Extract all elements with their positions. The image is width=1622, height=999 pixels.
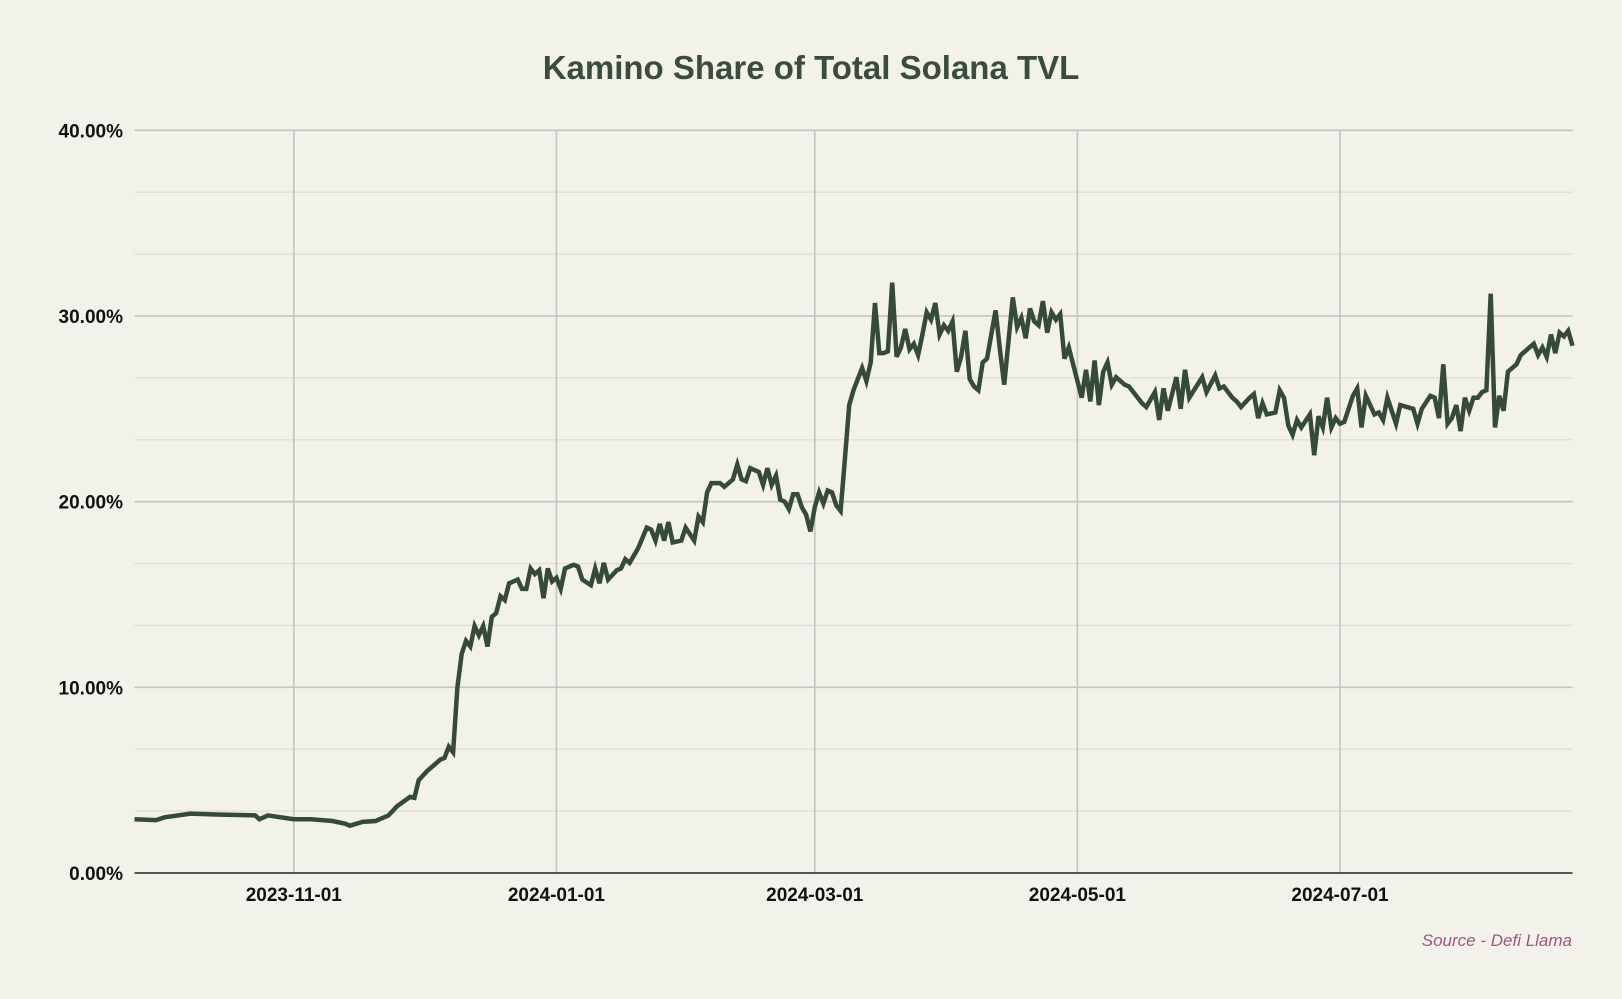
y-axis-ticks: 0.00% 10.00% 20.00% 30.00% 40.00% [59, 121, 124, 885]
x-axis-ticks: 2023-11-01 2024-01-01 2024-03-01 2024-05-01… [246, 885, 1389, 906]
source-note: Source - Defi Llama [1422, 931, 1572, 950]
gridlines [134, 129, 1573, 873]
x-tick-label: 2024-03-01 [766, 885, 864, 906]
series-line [134, 282, 1575, 829]
x-tick-label: 2023-11-01 [246, 885, 343, 906]
y-tick-label: 0.00% [69, 864, 123, 885]
x-tick-label: 2024-07-01 [1291, 885, 1389, 906]
y-tick-label: 30.00% [59, 307, 124, 328]
chart-title: Kamino Share of Total Solana TVL [543, 49, 1080, 86]
y-tick-label: 20.00% [59, 493, 124, 514]
x-tick-label: 2024-01-01 [508, 885, 606, 906]
x-tick-label: 2024-05-01 [1029, 885, 1127, 906]
y-tick-label: 10.00% [59, 678, 124, 699]
y-tick-label: 40.00% [59, 121, 124, 142]
